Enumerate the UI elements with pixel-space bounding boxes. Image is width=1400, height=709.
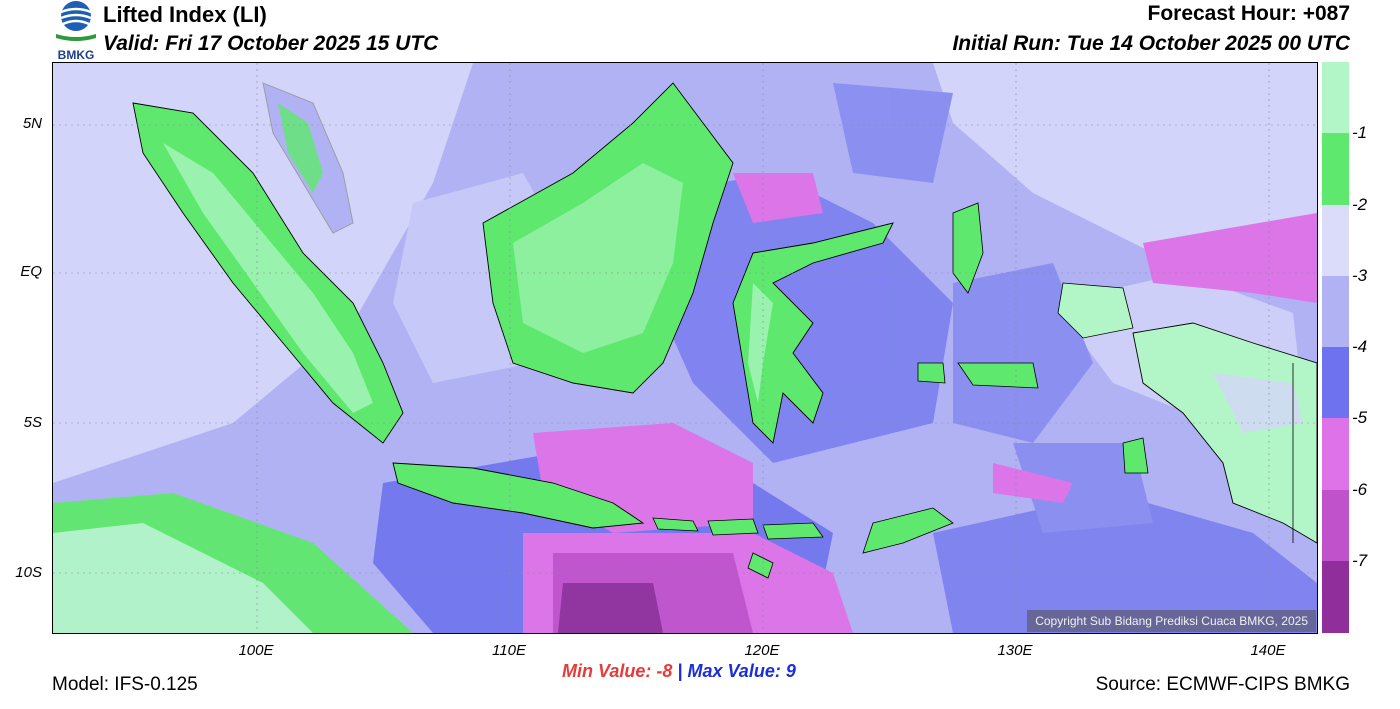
graticule <box>53 63 1317 633</box>
separator: | <box>677 661 683 681</box>
legend-label: -7 <box>1352 550 1368 570</box>
bmkg-globe-icon <box>56 1 96 41</box>
lon-label-120e: 120E <box>744 642 780 659</box>
lon-label-100e: 100E <box>238 642 274 659</box>
lon-label-140e: 140E <box>1250 642 1286 659</box>
lon-label-110e: 110E <box>492 642 526 659</box>
legend-swatch <box>1322 418 1349 490</box>
page-title: Lifted Index (LI) <box>103 2 267 27</box>
copyright-notice: Copyright Sub Bidang Prediksi Cuaca BMKG… <box>1027 610 1316 632</box>
initial-run: Initial Run: Tue 14 October 2025 00 UTC <box>952 32 1350 55</box>
legend-label: -2 <box>1352 194 1368 214</box>
source-info: Source: ECMWF-CIPS BMKG <box>1095 674 1350 695</box>
sumatra-island <box>132 102 404 444</box>
bmkg-logo: BMKG <box>52 0 100 62</box>
sulawesi-island <box>732 222 894 444</box>
borneo-island <box>482 82 734 394</box>
lon-label-130e: 130E <box>997 642 1033 659</box>
color-legend <box>1322 62 1349 633</box>
lat-label-10s: 10S <box>15 564 42 581</box>
min-label: Min Value: <box>562 661 652 681</box>
max-value: 9 <box>785 661 796 681</box>
legend-swatch <box>1322 62 1349 134</box>
legend-label: -1 <box>1352 123 1368 143</box>
malay-peninsula <box>262 82 354 234</box>
lat-label-5s: 5S <box>23 414 42 431</box>
legend-swatch <box>1322 347 1349 419</box>
min-max-values: Min Value: -8 | Max Value: 9 <box>562 661 796 682</box>
min-value: -8 <box>656 661 673 681</box>
legend-label: -6 <box>1352 479 1368 499</box>
model-info: Model: IFS-0.125 <box>52 674 198 695</box>
legend-swatch <box>1322 204 1349 277</box>
logo-text: BMKG <box>58 48 95 62</box>
legend-label: -3 <box>1352 265 1368 285</box>
legend-swatch <box>1322 560 1349 633</box>
legend-swatch <box>1322 133 1349 205</box>
lat-label-5n: 5N <box>22 115 42 132</box>
legend-swatch <box>1322 275 1349 348</box>
lesser-sunda-islands <box>652 507 954 579</box>
lat-label-eq: EQ <box>20 263 42 280</box>
max-label: Max Value: <box>687 661 781 681</box>
valid-time: Valid: Fri 17 October 2025 15 UTC <box>103 32 439 55</box>
legend-swatch <box>1322 489 1349 562</box>
legend-label: -5 <box>1352 408 1368 428</box>
forecast-hour: Forecast Hour: +087 <box>1147 2 1351 25</box>
java-island <box>392 462 645 529</box>
legend-label: -4 <box>1352 337 1368 356</box>
li-map[interactable]: Copyright Sub Bidang Prediksi Cuaca BMKG… <box>52 62 1318 634</box>
new-guinea-island <box>1132 322 1317 544</box>
maluku-islands <box>917 202 1149 474</box>
